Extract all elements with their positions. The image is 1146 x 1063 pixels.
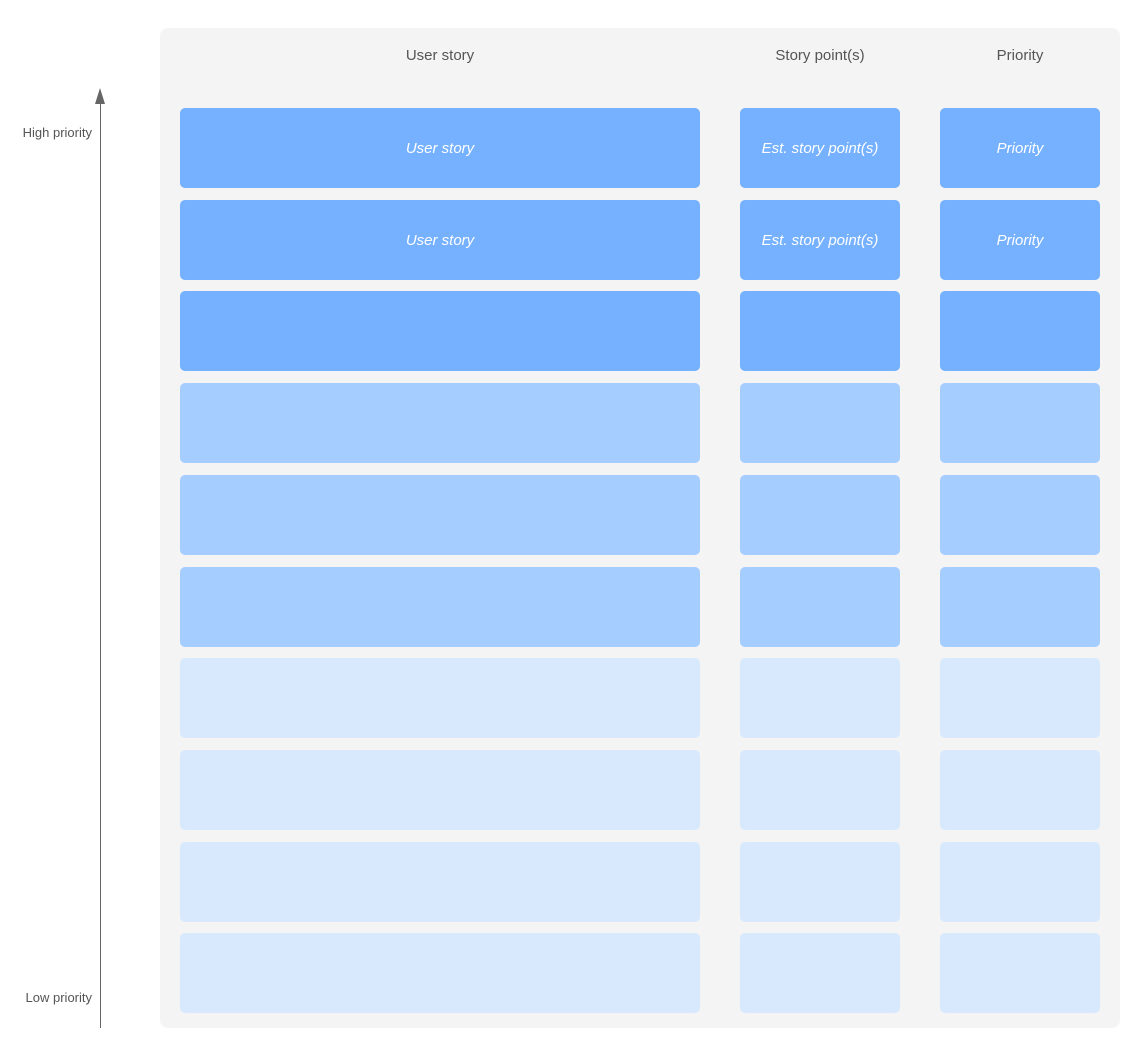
header-user-story: User story: [405, 47, 475, 64]
row-4-points-cell[interactable]: [740, 383, 900, 463]
row-4-story-cell[interactable]: [180, 383, 700, 463]
row-10-story-cell[interactable]: [180, 933, 700, 1013]
row-3-points-cell[interactable]: [740, 291, 900, 371]
high-priority-label: High priority: [22, 125, 92, 140]
row-8-priority-cell[interactable]: [940, 750, 1100, 830]
row-6-points-cell[interactable]: [740, 567, 900, 647]
header-priority: Priority: [996, 47, 1044, 64]
row-6-story-cell[interactable]: [180, 567, 700, 647]
row-1-story-cell[interactable]: User story: [180, 108, 700, 188]
low-priority-label: Low priority: [25, 990, 92, 1005]
row-9-priority-cell[interactable]: [940, 842, 1100, 922]
arrow-up-icon: [95, 88, 105, 104]
row-3-story-cell[interactable]: [180, 291, 700, 371]
row-9-points-cell[interactable]: [740, 842, 900, 922]
row-10-points-cell[interactable]: [740, 933, 900, 1013]
row-9-story-cell[interactable]: [180, 842, 700, 922]
row-2-story-cell[interactable]: User story: [180, 200, 700, 280]
row-4-priority-cell[interactable]: [940, 383, 1100, 463]
row-5-priority-cell[interactable]: [940, 475, 1100, 555]
row-8-points-cell[interactable]: [740, 750, 900, 830]
row-1-points-cell[interactable]: Est. story point(s): [740, 108, 900, 188]
row-2-priority-cell[interactable]: Priority: [940, 200, 1100, 280]
row-7-priority-cell[interactable]: [940, 658, 1100, 738]
row-7-points-cell[interactable]: [740, 658, 900, 738]
row-6-priority-cell[interactable]: [940, 567, 1100, 647]
priority-axis-line: [100, 100, 101, 1028]
row-8-story-cell[interactable]: [180, 750, 700, 830]
row-10-priority-cell[interactable]: [940, 933, 1100, 1013]
row-1-priority-cell[interactable]: Priority: [940, 108, 1100, 188]
row-5-story-cell[interactable]: [180, 475, 700, 555]
header-story-points: Story point(s): [775, 47, 865, 64]
row-2-points-cell[interactable]: Est. story point(s): [740, 200, 900, 280]
row-7-story-cell[interactable]: [180, 658, 700, 738]
row-3-priority-cell[interactable]: [940, 291, 1100, 371]
row-5-points-cell[interactable]: [740, 475, 900, 555]
